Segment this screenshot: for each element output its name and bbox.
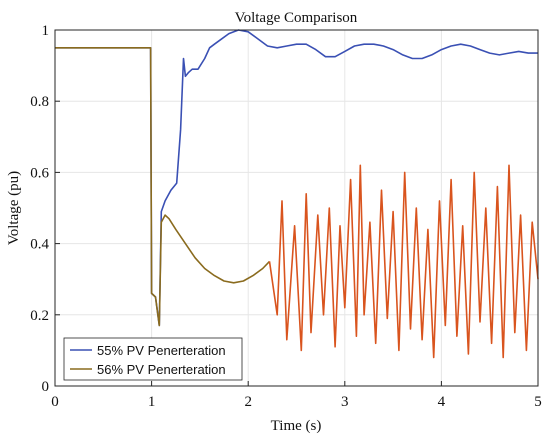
legend-label-series-1: 55% PV Penerteration (97, 343, 226, 358)
chart-title: Voltage Comparison (235, 10, 358, 26)
legend: 55% PV Penerteration 56% PV Penerteratio… (63, 337, 243, 381)
series-line-1 (55, 29, 538, 327)
y-axis-ticks: 0 0.2 0.4 0.6 0.8 1 (30, 23, 60, 395)
x-tick-label: 1 (148, 394, 156, 410)
x-axis-label: Time (s) (271, 418, 322, 434)
y-tick-label: 0.6 (30, 165, 49, 181)
series-layer (55, 29, 539, 359)
x-tick-label: 5 (534, 394, 542, 410)
series-line-3 (268, 164, 539, 359)
x-axis-ticks: 0 1 2 3 4 5 (51, 381, 542, 410)
y-tick-label: 0.8 (30, 94, 49, 110)
series-line-2 (55, 46, 271, 327)
y-axis-label: Voltage (pu) (6, 171, 22, 245)
x-tick-label: 2 (244, 394, 252, 410)
plot-area (55, 30, 538, 386)
x-tick-label: 3 (341, 394, 349, 410)
plot-frame (54, 29, 539, 387)
y-tick-label: 0.4 (30, 237, 49, 253)
y-tick-label: 0 (42, 379, 50, 395)
y-tick-label: 1 (42, 23, 50, 39)
legend-label-series-2: 56% PV Penerteration (97, 362, 226, 377)
y-tick-label: 0.2 (30, 308, 49, 324)
legend-box (63, 337, 243, 381)
x-tick-label: 4 (438, 394, 446, 410)
x-tick-label: 0 (51, 394, 59, 410)
